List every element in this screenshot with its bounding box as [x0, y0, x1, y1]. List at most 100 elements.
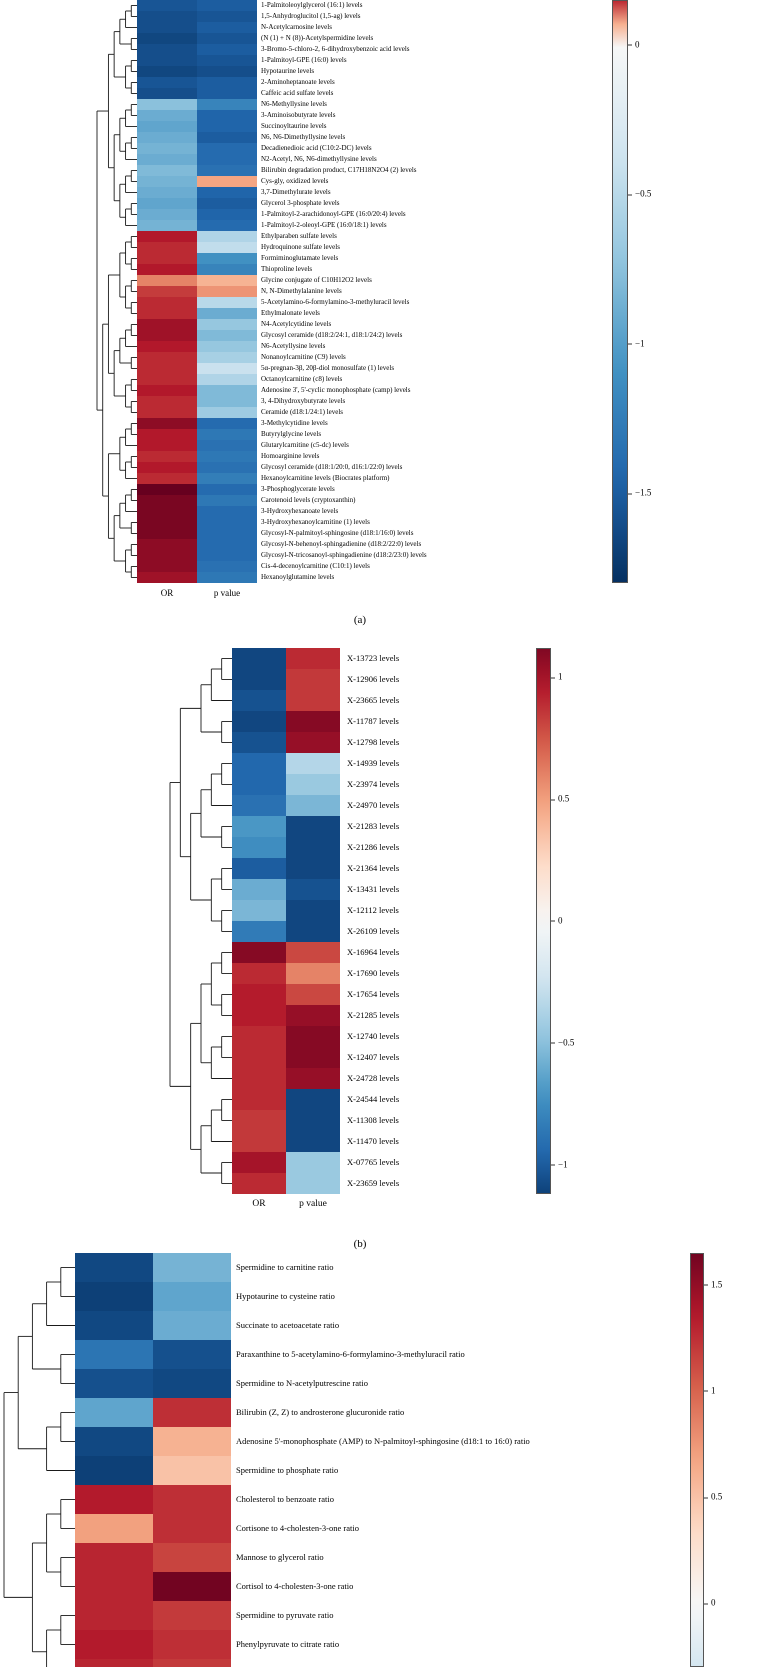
row-label: X-17690 levels	[347, 968, 400, 978]
row-label: 1-Palmitoyl-GPE (16:0) levels	[261, 56, 347, 64]
heatmap-cell	[137, 561, 197, 572]
row-label: Glycine conjugate of C10H12O2 levels	[261, 276, 372, 284]
row-label: Hypotaurine to cysteine ratio	[236, 1291, 335, 1301]
heatmap-cell	[137, 33, 197, 44]
heatmap-cell	[75, 1543, 153, 1572]
heatmap-cell	[197, 165, 257, 176]
heatmap-cell	[153, 1514, 231, 1543]
row-label: X-11308 levels	[347, 1115, 399, 1125]
heatmap-cell	[232, 1110, 286, 1131]
tick-mark	[704, 1284, 708, 1286]
row-label: X-23665 levels	[347, 695, 400, 705]
tick-label: 0.5	[558, 793, 570, 804]
heatmap-cell	[137, 374, 197, 385]
heatmap-cell	[286, 963, 340, 984]
colorbar-tick: 1	[551, 672, 563, 682]
row-label: Adenosine 5'-monophosphate (AMP) to N-pa…	[236, 1436, 530, 1446]
heatmap-cell	[197, 275, 257, 286]
row-label: X-24970 levels	[347, 800, 400, 810]
heatmap-cell	[137, 220, 197, 231]
heatmap-cell	[286, 669, 340, 690]
colorbar-tick: 0	[704, 1598, 716, 1608]
row-label: Cholesterol to benzoate ratio	[236, 1494, 334, 1504]
heatmap-cell	[197, 99, 257, 110]
heatmap-cell	[137, 308, 197, 319]
heatmap-cell	[153, 1311, 231, 1340]
heatmap-cell	[153, 1398, 231, 1427]
row-label: Ceramide (d18:1/24:1) levels	[261, 408, 344, 416]
heatmap-cell	[153, 1427, 231, 1456]
row-label: Thioproline levels	[261, 265, 313, 273]
dendrogram-b	[169, 658, 232, 1184]
heatmap-cell	[197, 528, 257, 539]
heatmap-cell	[137, 572, 197, 583]
colorbar-tick: 1.5	[704, 1280, 722, 1289]
heatmap-cell	[232, 1047, 286, 1068]
heatmap-cell	[137, 451, 197, 462]
column-label-pvalue-b: p value	[299, 1199, 327, 1209]
row-label: X-11787 levels	[347, 716, 399, 726]
row-label: X-21286 levels	[347, 842, 400, 852]
heatmap-cell	[197, 198, 257, 209]
row-label: X-16964 levels	[347, 947, 400, 957]
heatmap-cell	[137, 396, 197, 407]
heatmap-cell	[286, 942, 340, 963]
row-label: Caffeic acid sulfate levels	[261, 89, 334, 97]
row-label: Cys-gly, oxidized levels	[261, 177, 329, 185]
heatmap-cell	[137, 77, 197, 88]
heatmap-cell	[232, 900, 286, 921]
colorbar-c	[690, 1253, 704, 1667]
heatmap-cell	[137, 231, 197, 242]
heatmap-cell	[75, 1572, 153, 1601]
heatmap-cell	[75, 1601, 153, 1630]
heatmap-cell	[232, 711, 286, 732]
row-label: N6, N6-Dimethyllysine levels	[261, 133, 346, 141]
heatmap-cell	[137, 176, 197, 187]
heatmap-cell	[286, 1005, 340, 1026]
heatmap-cell	[137, 297, 197, 308]
row-label: Paraxanthine to 5-acetylamino-6-formylam…	[236, 1349, 465, 1359]
dendrogram-c	[3, 1267, 75, 1667]
row-label: X-21285 levels	[347, 1010, 400, 1020]
heatmap-cell	[197, 473, 257, 484]
heatmap-cell	[137, 99, 197, 110]
row-label: 5-Acetylamino-6-formylamino-3-methylurac…	[261, 298, 410, 306]
row-label: X-24544 levels	[347, 1094, 400, 1104]
row-label: 3-Hydroxyhexanoylcarnitine (1) levels	[261, 518, 370, 526]
row-label: Succinate to acetoacetate ratio	[236, 1320, 340, 1330]
heatmap-cell	[232, 1026, 286, 1047]
heatmap-cell	[137, 143, 197, 154]
heatmap-cell	[137, 484, 197, 495]
heatmap-cell	[137, 330, 197, 341]
heatmap-cell	[286, 1173, 340, 1194]
heatmap-cell	[137, 55, 197, 66]
heatmap-cell	[75, 1514, 153, 1543]
heatmap-cell	[286, 879, 340, 900]
heatmap-cell	[197, 418, 257, 429]
heatmap-cell	[137, 528, 197, 539]
row-label: Octanoylcarnitine (c8) levels	[261, 375, 343, 383]
heatmap-cell	[197, 539, 257, 550]
row-label: X-13723 levels	[347, 653, 400, 663]
row-label: Carotenoid levels (cryptoxanthin)	[261, 496, 356, 504]
heatmap-cell	[75, 1659, 153, 1667]
heatmap-cell	[137, 264, 197, 275]
heatmap-cell	[286, 711, 340, 732]
heatmap-cell	[197, 572, 257, 583]
heatmap-cell	[286, 1047, 340, 1068]
heatmap-cell	[75, 1485, 153, 1514]
heatmap-cell	[286, 837, 340, 858]
heatmap-cell	[137, 363, 197, 374]
heatmap-cell	[153, 1601, 231, 1630]
row-label: 1-Palmitoyl-2-oleoyl-GPE (16:0/18:1) lev…	[261, 221, 387, 229]
heatmap-cell	[153, 1630, 231, 1659]
heatmap-cell	[137, 495, 197, 506]
dendrogram-a	[96, 5, 137, 578]
column-label-or-b: OR	[252, 1199, 266, 1209]
row-label: X-23659 levels	[347, 1178, 400, 1188]
row-label: Decadienedioic acid (C10:2-DC) levels	[261, 144, 372, 152]
row-label: X-17654 levels	[347, 989, 400, 999]
row-label: Hexanoylglutamine levels	[261, 573, 335, 581]
heatmap-cell	[153, 1572, 231, 1601]
